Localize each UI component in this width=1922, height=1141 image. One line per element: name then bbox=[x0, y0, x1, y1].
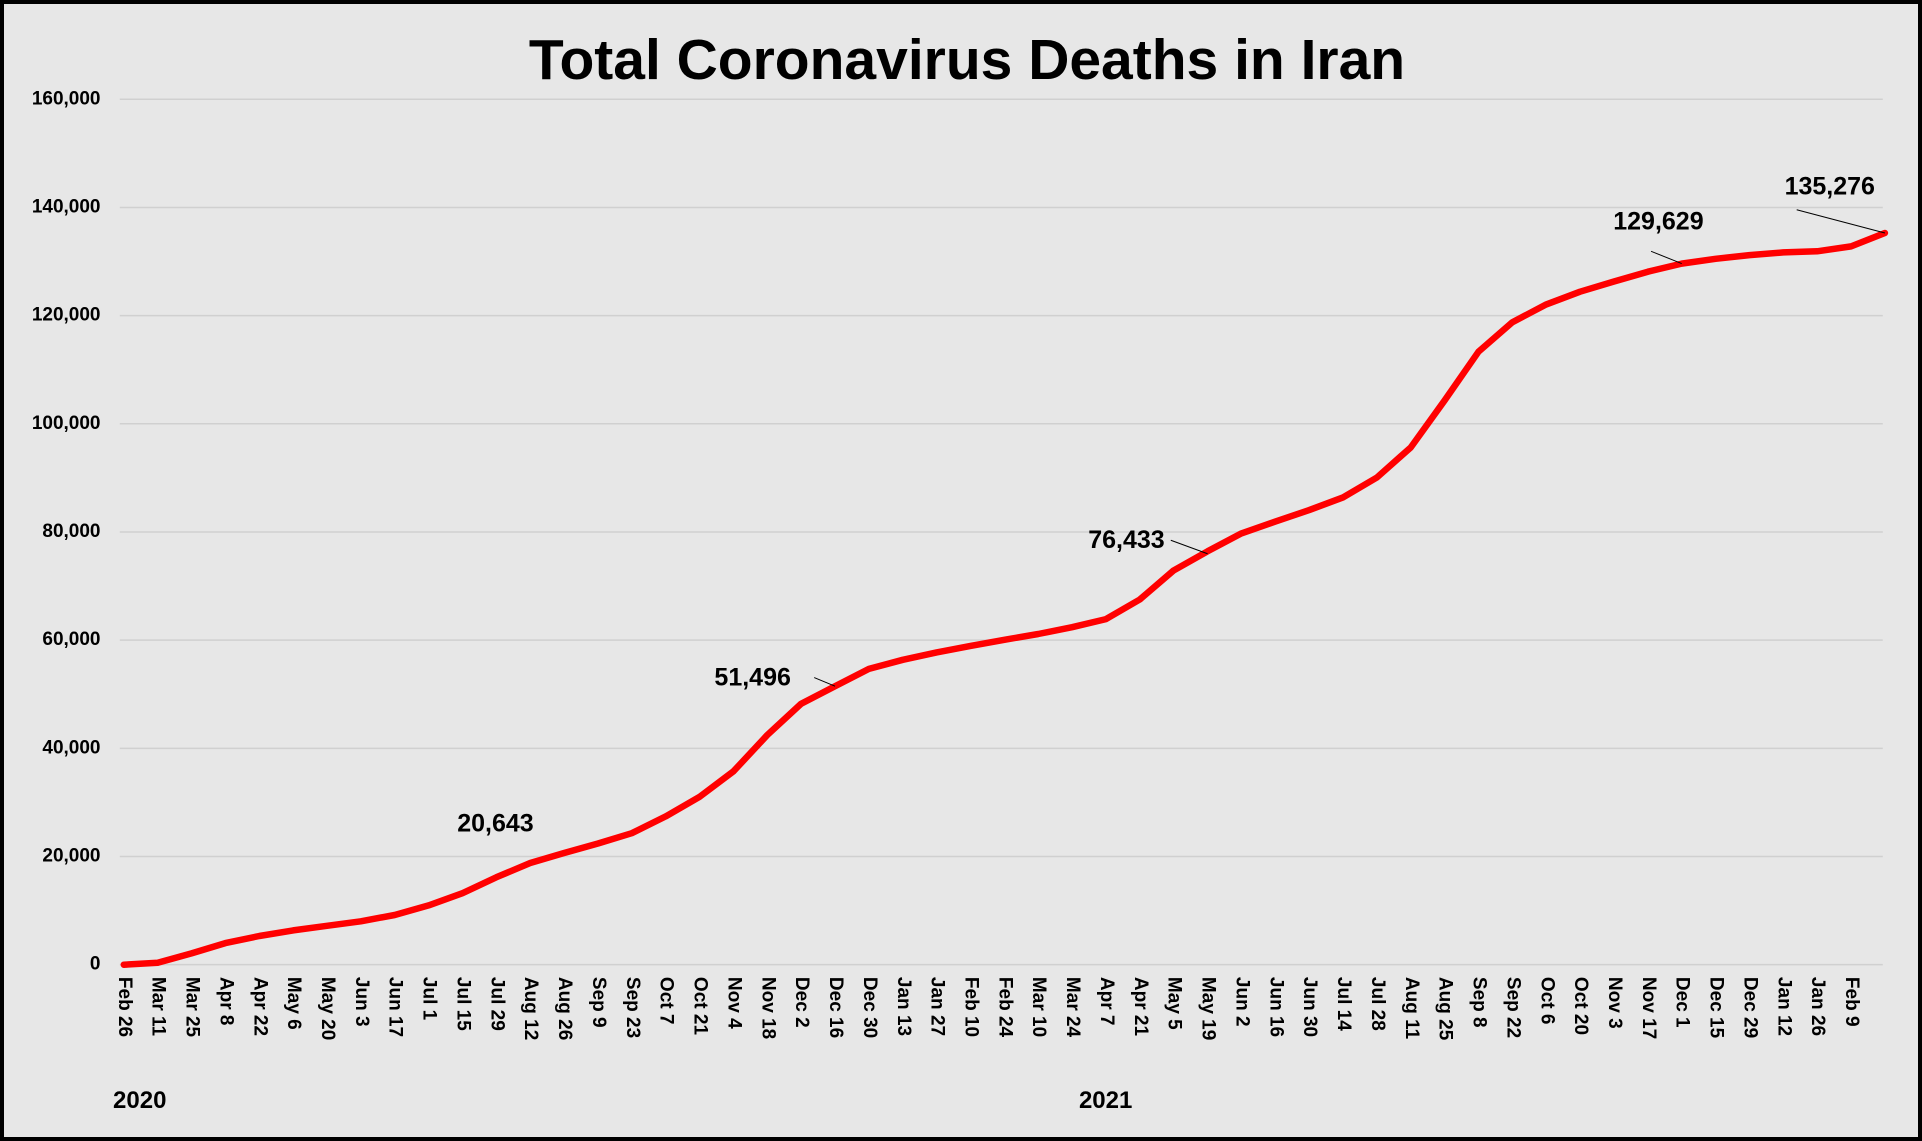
x-tick-label: Aug 12 bbox=[520, 977, 541, 1040]
y-tick-label: 80,000 bbox=[42, 521, 100, 542]
data-line bbox=[120, 229, 1889, 968]
x-tick-label: Sep 23 bbox=[622, 977, 643, 1038]
x-tick-label: Jul 14 bbox=[1333, 977, 1354, 1031]
x-tick-label: Sep 9 bbox=[588, 977, 609, 1028]
x-tick-label: Jul 15 bbox=[452, 977, 473, 1031]
x-tick-label: Dec 15 bbox=[1706, 977, 1727, 1039]
x-tick-label: Oct 6 bbox=[1536, 977, 1557, 1025]
x-tick-label: May 19 bbox=[1198, 977, 1219, 1040]
x-tick-label: Oct 21 bbox=[690, 977, 711, 1036]
data-label: 135,276 bbox=[1785, 172, 1875, 200]
y-tick-label: 40,000 bbox=[42, 737, 100, 758]
x-tick-label: Dec 30 bbox=[859, 977, 880, 1038]
x-tick-label: Feb 9 bbox=[1841, 977, 1862, 1027]
y-tick-label: 140,000 bbox=[32, 196, 101, 217]
x-tick-label: Apr 7 bbox=[1096, 977, 1117, 1026]
x-tick-label: Feb 24 bbox=[994, 977, 1015, 1038]
x-tick-label: Oct 7 bbox=[656, 977, 677, 1025]
x-tick-label: Nov 3 bbox=[1604, 977, 1625, 1029]
data-label: 129,629 bbox=[1613, 208, 1703, 236]
year-label: 2021 bbox=[1079, 1087, 1132, 1114]
x-tick-label: Jul 1 bbox=[419, 977, 440, 1021]
x-tick-label: Apr 21 bbox=[1130, 977, 1151, 1037]
x-tick-label: Apr 8 bbox=[215, 977, 236, 1026]
y-tick-label: 160,000 bbox=[32, 88, 101, 109]
x-tick-label: Nov 4 bbox=[723, 977, 744, 1029]
x-tick-label: May 20 bbox=[317, 977, 338, 1040]
x-tick-label: Jun 17 bbox=[385, 977, 406, 1037]
x-tick-label: Jun 16 bbox=[1265, 977, 1286, 1037]
x-tick-label: Dec 16 bbox=[825, 977, 846, 1038]
x-tick-label: Sep 8 bbox=[1469, 977, 1490, 1028]
x-tick-label: Mar 24 bbox=[1062, 977, 1083, 1038]
data-label: 76,433 bbox=[1088, 526, 1164, 554]
leader-line bbox=[1170, 539, 1208, 555]
leader-line bbox=[1650, 250, 1682, 265]
x-tick-label: Mar 10 bbox=[1028, 977, 1049, 1037]
x-tick-label: May 5 bbox=[1164, 977, 1185, 1030]
x-tick-label: Feb 26 bbox=[114, 977, 135, 1037]
x-tick-label: Jan 13 bbox=[893, 977, 914, 1036]
x-tick-label: Nov 18 bbox=[757, 977, 778, 1039]
x-tick-label: Jul 29 bbox=[486, 977, 507, 1031]
x-tick-label: Dec 2 bbox=[791, 977, 812, 1028]
x-tick-label: Dec 29 bbox=[1739, 977, 1760, 1038]
y-tick-label: 60,000 bbox=[42, 629, 100, 650]
y-tick-label: 20,000 bbox=[42, 846, 100, 867]
x-tick-label: Jan 27 bbox=[927, 977, 948, 1036]
y-tick-label: 120,000 bbox=[32, 305, 101, 326]
x-tick-label: Jan 12 bbox=[1773, 977, 1794, 1036]
year-label: 2020 bbox=[113, 1087, 166, 1114]
x-tick-label: Aug 11 bbox=[1401, 977, 1422, 1040]
leader-line bbox=[1796, 209, 1886, 234]
chart-title: Total Coronavirus Deaths in Iran bbox=[529, 28, 1405, 92]
y-tick-label: 0 bbox=[90, 954, 101, 975]
x-tick-label: Mar 25 bbox=[182, 977, 203, 1038]
data-label: 20,643 bbox=[457, 809, 533, 837]
x-tick-label: Jan 26 bbox=[1807, 977, 1828, 1036]
x-tick-label: Apr 22 bbox=[249, 977, 270, 1036]
x-tick-label: Jul 28 bbox=[1367, 977, 1388, 1031]
x-tick-label: May 6 bbox=[283, 977, 304, 1030]
x-tick-label: Jun 2 bbox=[1231, 977, 1252, 1027]
x-tick-label: Aug 26 bbox=[554, 977, 575, 1040]
x-tick-label: Jun 3 bbox=[351, 977, 372, 1027]
x-tick-label: Sep 22 bbox=[1502, 977, 1523, 1038]
x-tick-label: Feb 10 bbox=[960, 977, 981, 1037]
leader-line bbox=[813, 677, 836, 687]
x-tick-label: Jun 30 bbox=[1299, 977, 1320, 1037]
x-tick-label: Dec 1 bbox=[1672, 977, 1693, 1028]
x-tick-label: Mar 11 bbox=[148, 977, 169, 1037]
x-tick-label: Nov 17 bbox=[1638, 977, 1659, 1039]
data-label: 51,496 bbox=[714, 663, 790, 691]
x-tick-label: Oct 20 bbox=[1570, 977, 1591, 1035]
y-tick-label: 100,000 bbox=[32, 413, 101, 434]
x-tick-label: Aug 25 bbox=[1435, 977, 1456, 1041]
